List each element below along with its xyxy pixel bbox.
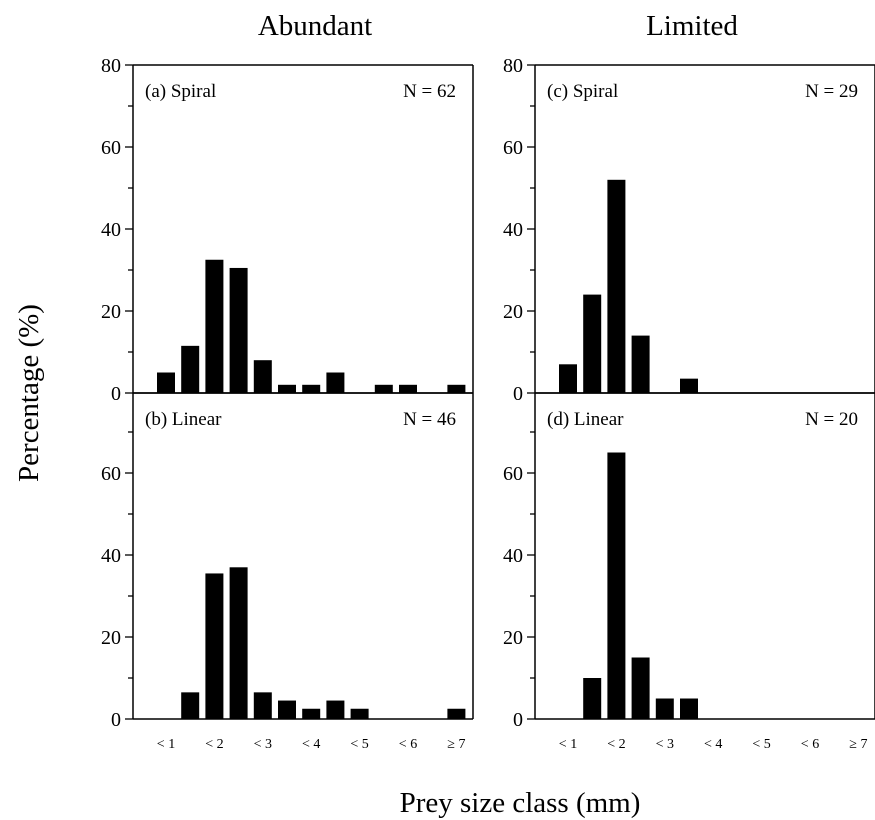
bar <box>229 567 248 719</box>
x-tick-label: < 2 <box>607 737 625 752</box>
x-axis-label: Prey size class (mm) <box>400 787 641 819</box>
bar <box>205 259 224 393</box>
panel-label: (d) Linear <box>547 409 624 430</box>
bar <box>326 372 345 393</box>
column-title-limited: Limited <box>646 10 738 42</box>
panel-label: (b) Linear <box>145 409 222 430</box>
bar <box>253 692 272 719</box>
bar <box>447 708 466 719</box>
bar <box>631 335 650 393</box>
bar <box>278 700 296 719</box>
y-tick-label: 80 <box>101 55 121 77</box>
x-tick-label: < 3 <box>656 737 674 752</box>
panel-d: 0 20 40 60 (d) Linear N = 20 < 1 < 2 < 3 < 4 < 5 < … <box>503 392 875 752</box>
bar <box>680 378 698 393</box>
bar <box>205 573 224 719</box>
bar <box>559 364 577 393</box>
n-label: N = 46 <box>403 409 456 430</box>
y-tick-label: 20 <box>503 301 523 323</box>
y-tick-label: 80 <box>503 55 523 77</box>
y-axis-label: Percentage (%) <box>13 304 45 482</box>
bar <box>157 372 175 393</box>
bar <box>181 692 200 719</box>
panel-b: 0 20 40 60 (b) Linear N = 46 < 1 < 2 < 3 < 4 < 5 < … <box>101 392 474 752</box>
y-tick-label: 40 <box>503 545 523 567</box>
y-tick-label: 40 <box>503 219 523 241</box>
panel-label: (c) Spiral <box>547 81 618 102</box>
y-tick-label: 20 <box>503 627 523 649</box>
y-tick-label: 0 <box>513 709 523 731</box>
bar <box>583 294 602 393</box>
bar <box>374 384 393 393</box>
bar <box>278 384 296 393</box>
column-title-abundant: Abundant <box>258 10 372 42</box>
x-tick-label: < 5 <box>752 737 770 752</box>
y-tick-label: 20 <box>101 627 121 649</box>
x-tick-label: < 2 <box>205 737 223 752</box>
x-tick-label: < 1 <box>157 737 175 752</box>
bar <box>607 452 626 719</box>
bar <box>302 384 321 393</box>
x-tick-label: < 1 <box>559 737 577 752</box>
y-tick-label: 40 <box>101 545 121 567</box>
bar <box>583 678 602 719</box>
y-tick-label: 60 <box>101 137 121 159</box>
panels: 0 20 40 60 80 (a) Spiral N = 62 0 20 40 60 (b) Line… <box>101 55 875 752</box>
x-tick-label: ≥ 7 <box>447 737 465 752</box>
bar <box>302 708 321 719</box>
y-tick-label: 60 <box>503 463 523 485</box>
bar <box>326 700 345 719</box>
bar <box>631 657 650 719</box>
n-label: N = 20 <box>805 409 858 430</box>
bar <box>655 698 674 719</box>
x-tick-label: < 6 <box>801 737 819 752</box>
panel-c: 0 20 40 60 80 (c) Spiral N = 29 <box>503 55 875 405</box>
y-tick-label: 60 <box>101 463 121 485</box>
y-tick-label: 60 <box>503 137 523 159</box>
x-tick-label: < 4 <box>704 737 722 752</box>
panel-label: (a) Spiral <box>145 81 216 102</box>
bar <box>680 698 698 719</box>
n-label: N = 62 <box>403 81 456 102</box>
bar <box>253 360 272 393</box>
panel-a: 0 20 40 60 80 (a) Spiral N = 62 <box>101 55 474 405</box>
bar <box>607 179 626 393</box>
bar <box>229 267 248 393</box>
x-tick-label: < 4 <box>302 737 320 752</box>
y-tick-label: 0 <box>111 709 121 731</box>
x-tick-label: < 6 <box>399 737 417 752</box>
x-tick-label: ≥ 7 <box>849 737 867 752</box>
x-tick-label: < 3 <box>254 737 272 752</box>
y-tick-label: 40 <box>101 219 121 241</box>
bar <box>399 384 417 393</box>
y-tick-label: 20 <box>101 301 121 323</box>
n-label: N = 29 <box>805 81 858 102</box>
bar <box>350 708 369 719</box>
y-tick-label: 0 <box>513 383 523 405</box>
bar <box>447 384 466 393</box>
x-tick-label: < 5 <box>350 737 368 752</box>
y-tick-label: 0 <box>111 383 121 405</box>
bar <box>181 345 200 393</box>
